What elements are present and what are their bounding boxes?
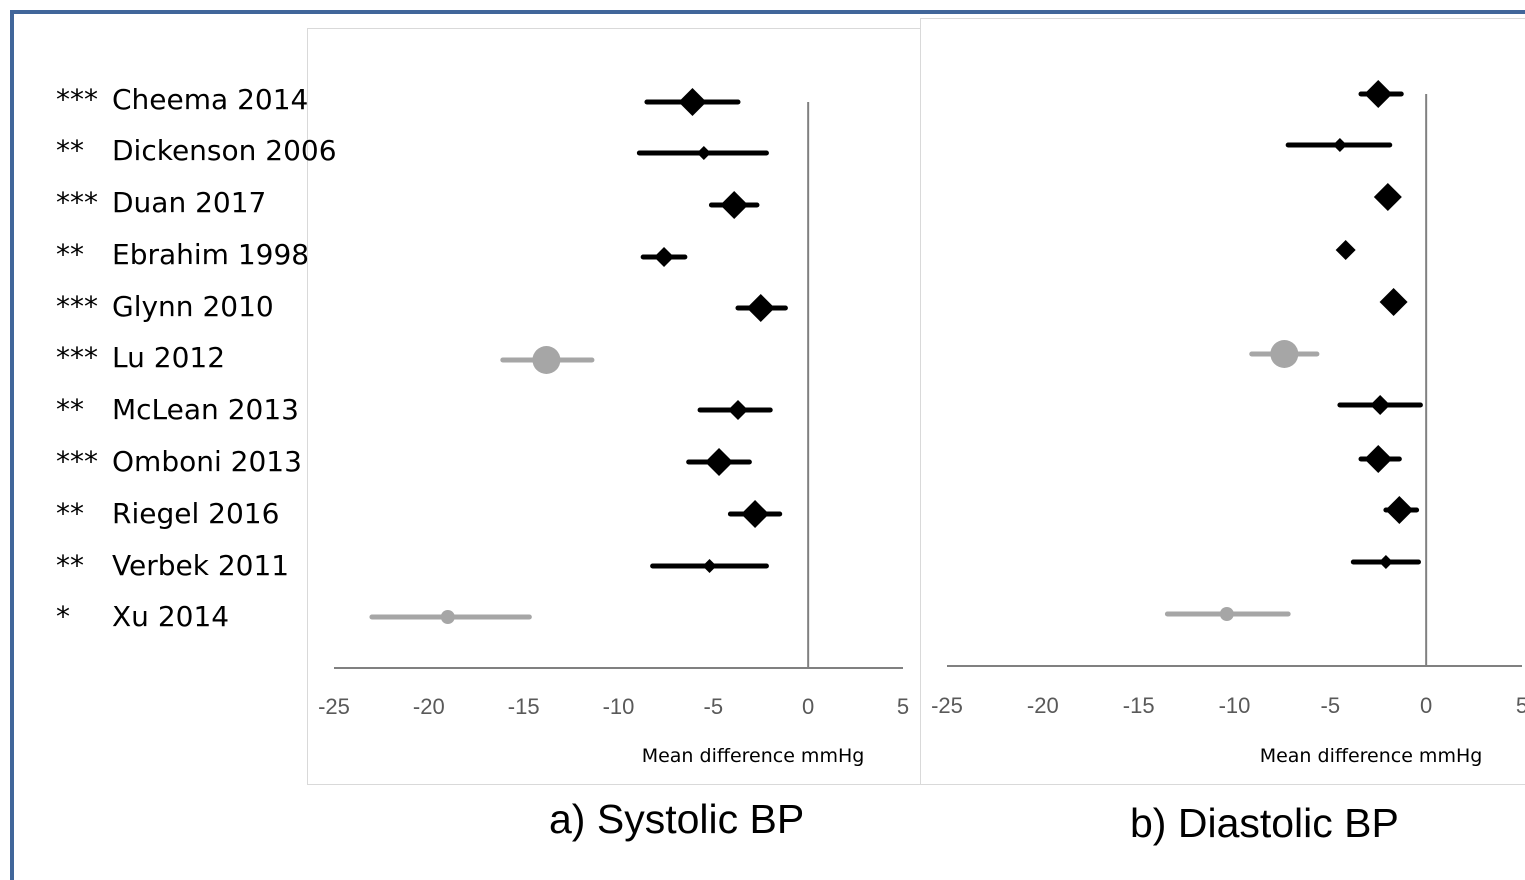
study-name: Omboni 2013 xyxy=(112,445,302,478)
study-name: Dickenson 2006 xyxy=(112,134,337,167)
x-tick-label: -15 xyxy=(508,694,540,719)
point-estimate-diamond xyxy=(1378,555,1393,569)
systolic-caption: a) Systolic BP xyxy=(549,796,805,842)
study-label: ** Ebrahim 1998 xyxy=(56,235,309,275)
quality-stars: ** xyxy=(56,549,84,582)
x-tick-label: -10 xyxy=(603,694,635,719)
point-estimate-diamond xyxy=(1364,445,1393,473)
point-estimate-diamond xyxy=(1379,288,1408,316)
x-tick-label: 5 xyxy=(897,694,909,719)
study-name: Ebrahim 1998 xyxy=(112,238,310,271)
point-estimate-diamond xyxy=(1373,183,1402,211)
systolic-panel xyxy=(307,28,922,785)
x-axis-title: Mean difference mmHg xyxy=(1260,745,1483,767)
study-label: *** Glynn 2010 xyxy=(56,287,274,327)
study-name: Cheema 2014 xyxy=(112,83,309,116)
x-tick-label: -10 xyxy=(1219,693,1251,718)
x-tick-label: 0 xyxy=(1420,693,1432,718)
study-name: Xu 2014 xyxy=(112,600,230,633)
study-name: Verbek 2011 xyxy=(112,549,290,582)
point-estimate-circle xyxy=(532,346,561,374)
point-estimate-diamond xyxy=(720,191,749,219)
quality-stars: *** xyxy=(56,186,98,219)
study-name: Glynn 2010 xyxy=(112,290,274,323)
study-label: ** McLean 2013 xyxy=(56,390,299,430)
point-estimate-circle xyxy=(1270,340,1299,368)
point-estimate-circle xyxy=(1219,607,1234,621)
x-tick-label: 5 xyxy=(1516,693,1525,718)
study-name: Lu 2012 xyxy=(112,341,226,374)
x-tick-label: -5 xyxy=(704,694,724,719)
x-tick-label: -20 xyxy=(413,694,445,719)
quality-stars: ** xyxy=(56,134,84,167)
quality-stars: * xyxy=(56,600,70,633)
quality-stars: ** xyxy=(56,238,84,271)
x-tick-label: -5 xyxy=(1321,693,1341,718)
quality-stars: *** xyxy=(56,83,98,116)
study-label: * Xu 2014 xyxy=(56,597,229,637)
study-name: Duan 2017 xyxy=(112,186,267,219)
study-label: *** Duan 2017 xyxy=(56,183,266,223)
study-label: ** Riegel 2016 xyxy=(56,494,279,534)
point-estimate-diamond xyxy=(741,500,770,528)
point-estimate-circle xyxy=(440,610,455,624)
diastolic-panel xyxy=(920,18,1525,785)
point-estimate-diamond xyxy=(1370,395,1391,415)
point-estimate-diamond xyxy=(702,559,717,573)
point-estimate-diamond xyxy=(746,294,775,322)
x-tick-label: -25 xyxy=(931,693,963,718)
study-label: ** Dickenson 2006 xyxy=(56,131,337,171)
study-name: McLean 2013 xyxy=(112,393,299,426)
x-tick-label: -15 xyxy=(1123,693,1155,718)
point-estimate-diamond xyxy=(1364,80,1393,108)
study-label: *** Cheema 2014 xyxy=(56,80,308,120)
point-estimate-diamond xyxy=(727,400,748,420)
x-tick-label: -20 xyxy=(1027,693,1059,718)
diastolic-caption: b) Diastolic BP xyxy=(1130,800,1399,846)
x-tick-label: -25 xyxy=(318,694,350,719)
quality-stars: ** xyxy=(56,497,84,530)
point-estimate-diamond xyxy=(705,448,734,476)
point-estimate-diamond xyxy=(696,146,711,160)
study-label: *** Lu 2012 xyxy=(56,338,225,378)
figure-frame xyxy=(10,10,1525,880)
x-axis-title: Mean difference mmHg xyxy=(642,745,865,767)
quality-stars: ** xyxy=(56,393,84,426)
point-estimate-diamond xyxy=(678,88,707,116)
study-label: *** Omboni 2013 xyxy=(56,442,302,482)
study-label: ** Verbek 2011 xyxy=(56,546,289,586)
point-estimate-diamond xyxy=(1335,240,1356,260)
quality-stars: *** xyxy=(56,445,98,478)
point-estimate-diamond xyxy=(654,247,675,267)
study-name: Riegel 2016 xyxy=(112,497,280,530)
point-estimate-diamond xyxy=(1332,138,1347,152)
x-tick-label: 0 xyxy=(802,694,814,719)
point-estimate-diamond xyxy=(1385,496,1414,524)
quality-stars: *** xyxy=(56,341,98,374)
quality-stars: *** xyxy=(56,290,98,323)
